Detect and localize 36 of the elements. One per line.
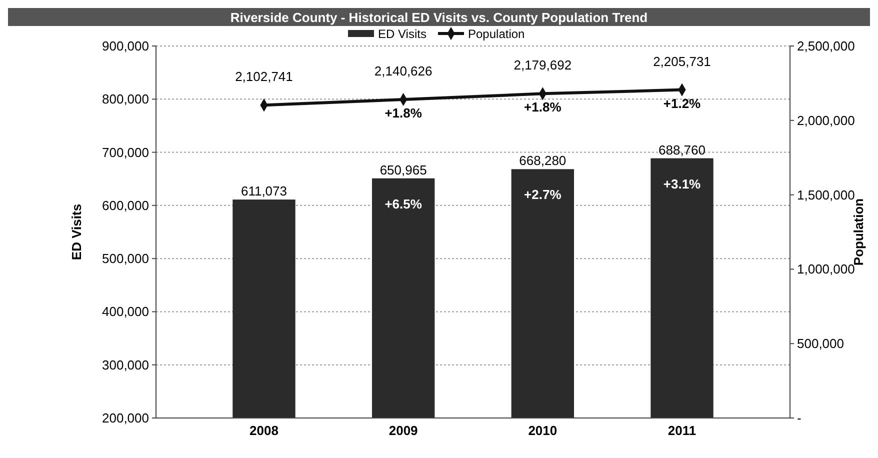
data-label: 688,760 [658,142,706,158]
y-tick-label: 500,000 [102,251,149,266]
x-tick-label: 2008 [250,423,278,438]
y2-tick-label: 2,500,000 [797,38,855,54]
y2-tick-label: 1,000,000 [797,262,855,277]
y-tick-label: 800,000 [102,92,149,107]
y2-tick-label: - [797,410,802,426]
data-label: 2,102,741 [235,69,293,84]
annotation: +1.8% [524,100,562,115]
data-label: 611,073 [240,184,288,199]
y-axis-title: ED Visits [69,204,84,260]
legend-label: ED Visits [378,27,426,41]
x-tick-label: 2009 [388,423,418,438]
chart-title: Riverside County - Historical ED Visits vs. County Population Trend [230,10,648,25]
y-tick-label: 200,000 [102,410,149,426]
data-label: 2,205,731 [653,54,711,69]
x-tick-label: 2011 [668,423,696,438]
y-tick-label: 400,000 [102,304,149,320]
annotation: +2.7% [524,187,562,202]
y2-tick-label: 1,500,000 [797,187,855,202]
annotation: +1.2% [663,96,702,111]
y-tick-label: 600,000 [102,198,149,213]
data-label: 2,140,626 [374,63,432,78]
y2-tick-label: 500,000 [797,336,844,352]
annotation: +6.5% [384,196,422,212]
legend-label: Population [468,27,525,41]
data-label: 668,280 [519,153,566,168]
annotation: +3.1% [663,176,702,192]
data-label: 650,965 [380,162,427,178]
y-tick-label: 700,000 [102,144,149,160]
y-tick-label: 300,000 [102,357,149,372]
y-tick-label: 900,000 [102,38,149,54]
x-tick-label: 2010 [528,423,558,438]
data-label: 2,179,692 [514,58,572,73]
y2-tick-label: 2,000,000 [797,112,855,128]
annotation: +1.8% [384,105,422,120]
